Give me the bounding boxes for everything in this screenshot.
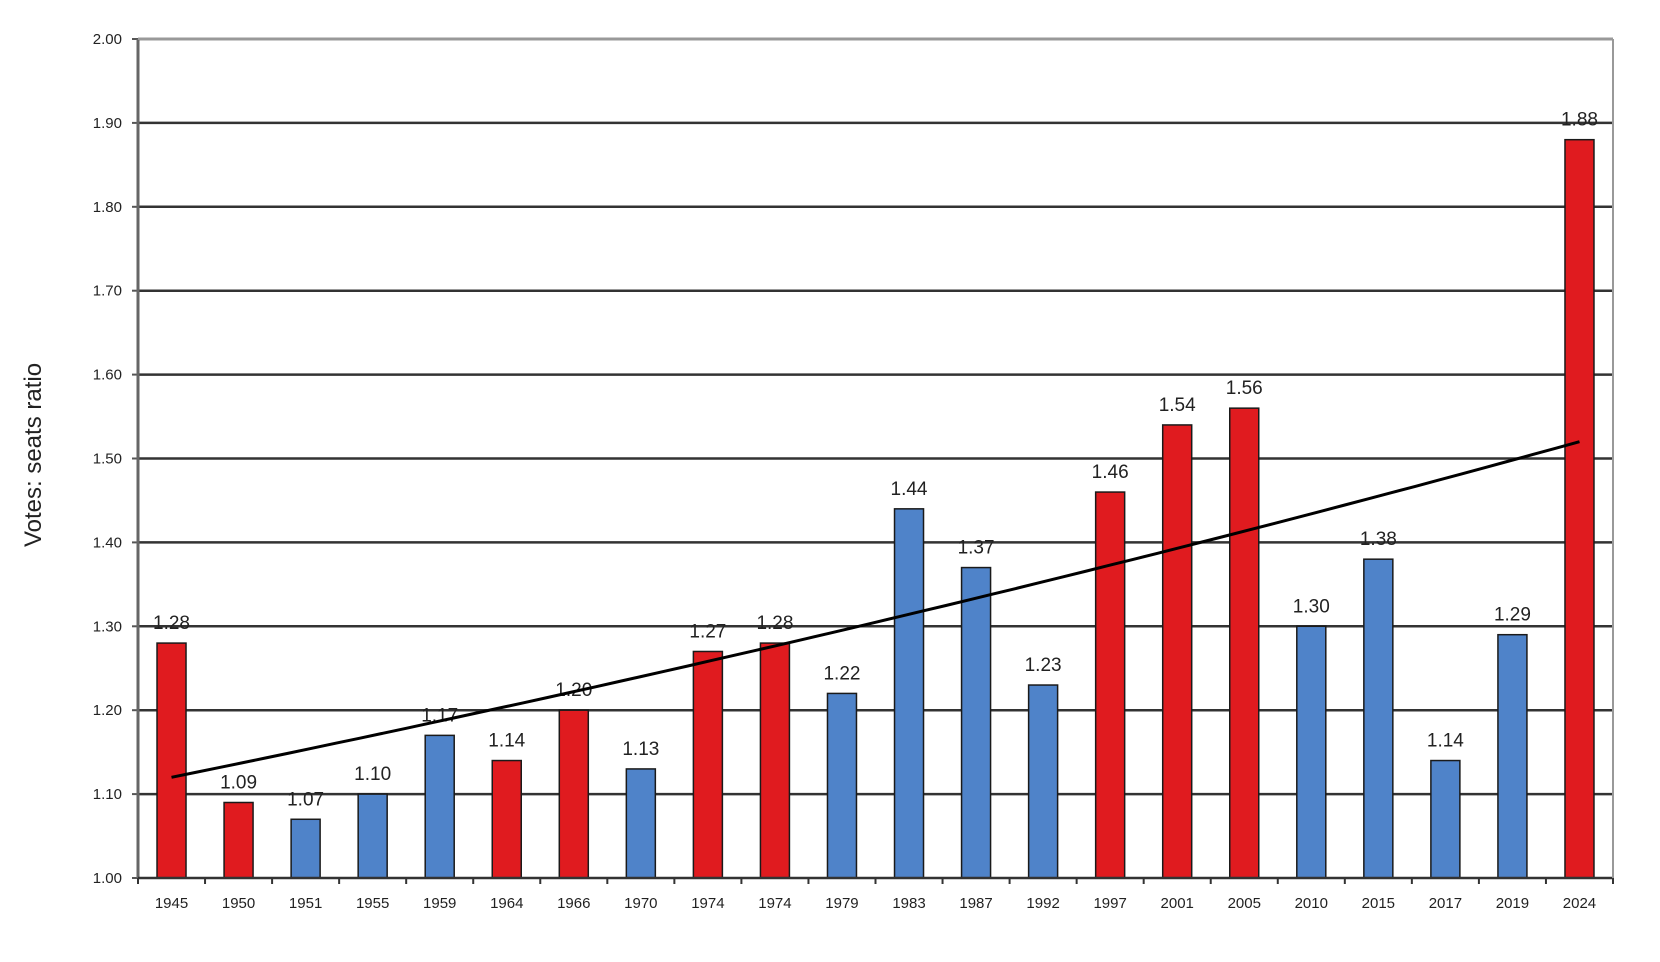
bar-1987	[960, 566, 992, 879]
bar-value-label: 1.10	[354, 764, 391, 785]
bar-value-label: 1.29	[1494, 605, 1531, 626]
x-tick-label: 1966	[557, 895, 590, 912]
y-axis-ticks: 1.00 1.10 1.20 1.30 1.40 1.50 1.60 1.70 1.80 1.90…	[93, 31, 138, 887]
x-tick-label: 1959	[423, 895, 456, 912]
y-tick-label: 2.00	[93, 31, 122, 48]
x-tick-label: 1992	[1026, 895, 1059, 912]
bars: 1.281.091.071.101.171.141.201.131.27 1.28…	[153, 110, 1598, 879]
y-tick-label: 1.90	[93, 115, 122, 132]
x-tick-label: 1955	[356, 895, 389, 912]
x-tick-label: 2001	[1161, 895, 1194, 912]
bar-1959	[424, 734, 455, 879]
bar-value-label: 1.09	[220, 772, 257, 793]
x-tick-label: 1970	[624, 895, 657, 912]
x-tick-label: 1951	[289, 895, 322, 912]
bar-value-label: 1.88	[1561, 110, 1598, 131]
x-tick-label: 2019	[1496, 895, 1529, 912]
x-tick-label: 1979	[825, 895, 858, 912]
bar-value-label: 1.27	[689, 621, 726, 642]
y-tick-label: 1.50	[93, 451, 122, 468]
bar-1974	[759, 642, 791, 879]
y-axis-label: Votes: seats ratio	[20, 362, 47, 548]
bar-2010	[1296, 625, 1327, 879]
bar-1992	[1027, 684, 1059, 879]
bar-2005	[1229, 407, 1260, 879]
bar-1951	[290, 818, 321, 879]
y-tick-label: 1.20	[93, 702, 122, 719]
x-tick-label: 1974	[691, 895, 724, 912]
bar-2001	[1161, 424, 1193, 879]
x-tick-label: 1945	[155, 895, 188, 912]
bar-value-label: 1.38	[1360, 529, 1397, 550]
x-tick-label: 1987	[959, 895, 992, 912]
bar-2019	[1497, 633, 1528, 879]
y-tick-label: 1.60	[93, 367, 122, 384]
x-tick-label: 2010	[1295, 895, 1328, 912]
x-tick-label: 2017	[1429, 895, 1462, 912]
bar-value-label: 1.07	[287, 789, 324, 810]
bar-value-label: 1.22	[823, 663, 860, 684]
y-tick-label: 1.10	[93, 786, 122, 803]
x-tick-label: 2005	[1228, 895, 1261, 912]
bar-1997	[1094, 491, 1126, 879]
bar-value-label: 1.14	[1427, 731, 1464, 752]
trend-line	[171, 440, 1580, 779]
bar-2024	[1564, 138, 1595, 879]
bar-1950	[223, 801, 254, 879]
bar-value-label: 1.56	[1226, 378, 1263, 399]
bar-1974	[692, 650, 724, 879]
bar-1964	[491, 759, 522, 879]
bar-1983	[893, 508, 925, 879]
bar-value-label: 1.23	[1025, 655, 1062, 676]
y-tick-label: 1.00	[93, 870, 122, 887]
bar-value-label: 1.28	[153, 613, 190, 634]
y-tick-label: 1.40	[93, 534, 122, 551]
bar-value-label: 1.13	[622, 739, 659, 760]
bar-value-label: 1.54	[1159, 395, 1196, 416]
y-tick-label: 1.80	[93, 199, 122, 216]
bar-value-label: 1.17	[421, 705, 458, 726]
bar-value-label: 1.28	[756, 613, 793, 634]
x-axis-ticks: 1945 1950 1951 1955 1959 1964 1966 1970 1974 1974…	[137, 878, 1614, 912]
x-tick-label: 1997	[1093, 895, 1126, 912]
bar-value-label: 1.30	[1293, 596, 1330, 617]
bar-1970	[625, 768, 657, 879]
bar-2017	[1430, 759, 1461, 879]
bar-1979	[826, 692, 858, 879]
bar-value-label: 1.46	[1092, 462, 1129, 483]
bar-2015	[1363, 558, 1394, 879]
bar-1945	[156, 642, 187, 879]
x-tick-label: 1964	[490, 895, 523, 912]
x-tick-label: 1983	[892, 895, 925, 912]
x-tick-label: 2015	[1362, 895, 1395, 912]
y-tick-label: 1.30	[93, 618, 122, 635]
x-tick-label: 1950	[222, 895, 255, 912]
plot-frame	[136, 38, 1614, 880]
x-tick-label: 1974	[758, 895, 791, 912]
bar-value-label: 1.37	[958, 538, 995, 559]
bar-value-label: 1.14	[488, 731, 525, 752]
bar-value-label: 1.44	[891, 479, 928, 500]
bar-1966	[558, 709, 590, 879]
y-tick-label: 1.70	[93, 283, 122, 300]
bar-1955	[357, 793, 388, 879]
x-tick-label: 2024	[1563, 895, 1596, 912]
